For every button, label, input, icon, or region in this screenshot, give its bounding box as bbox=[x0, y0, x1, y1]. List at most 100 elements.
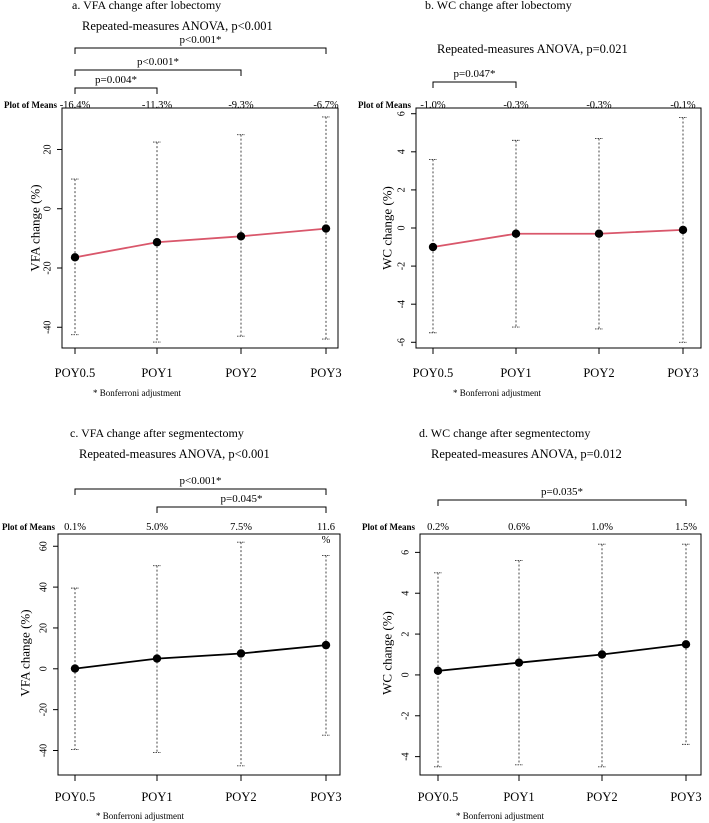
mean-line bbox=[74, 227, 327, 259]
chart-panel-b: b. WC change after lobectomy Repeated-mea… bbox=[358, 0, 702, 398]
mean-point bbox=[514, 658, 524, 667]
mean-value-label: 0.1% bbox=[64, 522, 86, 533]
chart-panel-a: a. VFA change after lobectomy Repeated-me… bbox=[4, 0, 342, 398]
plot-frame bbox=[419, 533, 702, 776]
y-tick-label: 20 bbox=[43, 144, 54, 154]
mean-point bbox=[236, 232, 246, 241]
mean-point bbox=[597, 650, 607, 659]
mean-value-label: -16.4% bbox=[60, 100, 91, 111]
plot-of-means-label: Plot of Means bbox=[362, 522, 415, 532]
y-tick-label: 0 bbox=[401, 672, 412, 677]
y-tick-label: 6 bbox=[401, 550, 412, 555]
y-tick-label: 6 bbox=[397, 111, 408, 116]
x-category-label: POY0.5 bbox=[413, 366, 454, 380]
x-category-label: POY3 bbox=[310, 366, 341, 380]
y-tick-label: -20 bbox=[43, 261, 54, 274]
mean-point bbox=[152, 654, 162, 663]
y-tick-label: 4 bbox=[401, 591, 412, 596]
y-tick-label: 60 bbox=[39, 541, 50, 551]
y-tick-label: 40 bbox=[39, 582, 50, 592]
x-category-label: POY2 bbox=[225, 366, 256, 380]
mean-value-label: -1.0% bbox=[420, 100, 446, 111]
mean-value-label: -0.1% bbox=[670, 100, 696, 111]
plot-frame bbox=[61, 107, 339, 349]
x-category-label: POY1 bbox=[141, 790, 172, 804]
y-tick-label: 20 bbox=[39, 623, 50, 633]
significance-bracket bbox=[74, 47, 327, 54]
mean-value-label: -6.7% bbox=[313, 100, 339, 111]
x-category-label: POY1 bbox=[141, 366, 172, 380]
y-tick-label: -40 bbox=[39, 744, 50, 757]
chart-panel-c: c. VFA change after segmentectomy Repeate… bbox=[2, 426, 342, 821]
x-category-label: POY0.5 bbox=[418, 790, 459, 804]
mean-point bbox=[433, 666, 443, 676]
mean-value-label: -0.3% bbox=[586, 100, 612, 111]
x-category-label: POY0.5 bbox=[55, 790, 96, 804]
y-tick-label: -2 bbox=[397, 262, 408, 270]
mean-value-label: 7.5% bbox=[230, 522, 252, 533]
y-tick-label: -20 bbox=[39, 703, 50, 716]
mean-point bbox=[511, 229, 521, 238]
chart-title: c. VFA change after segmentectomy bbox=[70, 426, 244, 440]
significance-label: p=0.004* bbox=[95, 74, 137, 86]
mean-point bbox=[681, 640, 691, 649]
x-category-label: POY1 bbox=[503, 790, 534, 804]
mean-line bbox=[437, 643, 687, 672]
plot-of-means-label: Plot of Means bbox=[2, 522, 55, 532]
anova-subtitle: Repeated-measures ANOVA, p=0.012 bbox=[431, 447, 622, 461]
x-category-label: POY2 bbox=[583, 366, 614, 380]
significance-label: p<0.001* bbox=[180, 475, 222, 487]
significance-label: p=0.047* bbox=[454, 68, 496, 80]
x-category-label: POY3 bbox=[667, 366, 698, 380]
y-tick-label: 0 bbox=[43, 206, 54, 211]
y-tick-label: 4 bbox=[397, 149, 408, 154]
significance-bracket bbox=[74, 87, 158, 94]
footnote: * Bonferroni adjustment bbox=[453, 388, 541, 398]
plot-of-means-label: Plot of Means bbox=[358, 100, 411, 110]
mean-line bbox=[432, 229, 684, 248]
mean-value-label-suffix: % bbox=[322, 535, 331, 546]
significance-bracket bbox=[432, 81, 517, 88]
mean-point bbox=[321, 224, 331, 233]
mean-point bbox=[678, 225, 688, 235]
significance-label: p=0.035* bbox=[541, 486, 583, 498]
footnote: * Bonferroni adjustment bbox=[96, 811, 184, 821]
x-category-label: POY2 bbox=[225, 790, 256, 804]
y-axis-label: WC change (%) bbox=[380, 186, 395, 270]
chart-title: b. WC change after lobectomy bbox=[425, 0, 572, 12]
y-tick-label: 0 bbox=[397, 226, 408, 231]
mean-line bbox=[74, 644, 327, 670]
footnote: * Bonferroni adjustment bbox=[456, 811, 544, 821]
x-category-label: POY0.5 bbox=[55, 366, 96, 380]
mean-value-label: -9.3% bbox=[228, 100, 254, 111]
mean-point bbox=[236, 649, 246, 658]
mean-point bbox=[152, 238, 162, 247]
significance-label: p<0.001* bbox=[180, 34, 222, 46]
mean-point bbox=[428, 242, 438, 252]
mean-value-label: 0.6% bbox=[508, 522, 530, 533]
y-tick-label: -6 bbox=[397, 338, 408, 346]
plot-frame bbox=[415, 107, 702, 349]
mean-value-label: 1.0% bbox=[591, 522, 613, 533]
y-tick-label: -4 bbox=[401, 752, 412, 760]
y-tick-label: -4 bbox=[397, 300, 408, 308]
y-tick-label: 0 bbox=[39, 666, 50, 671]
x-category-label: POY3 bbox=[310, 790, 341, 804]
mean-value-label: 5.0% bbox=[146, 522, 168, 533]
significance-bracket bbox=[74, 488, 327, 495]
mean-point bbox=[70, 664, 80, 673]
y-tick-label: -2 bbox=[401, 712, 412, 720]
significance-bracket bbox=[74, 69, 242, 76]
significance-label: p<0.001* bbox=[137, 56, 179, 68]
y-axis-label: VFA change (%) bbox=[18, 609, 33, 696]
mean-value-label: 0.2% bbox=[427, 522, 449, 533]
plot-frame bbox=[57, 533, 341, 776]
mean-value-label: 1.5% bbox=[675, 522, 697, 533]
plot-of-means-label: Plot of Means bbox=[4, 100, 57, 110]
x-category-label: POY2 bbox=[586, 790, 617, 804]
mean-point bbox=[70, 253, 80, 262]
chart-panel-d: d. WC change after segmentectomy Repeated… bbox=[362, 426, 702, 821]
chart-title: d. WC change after segmentectomy bbox=[419, 426, 590, 440]
anova-subtitle: Repeated-measures ANOVA, p<0.001 bbox=[82, 19, 273, 33]
